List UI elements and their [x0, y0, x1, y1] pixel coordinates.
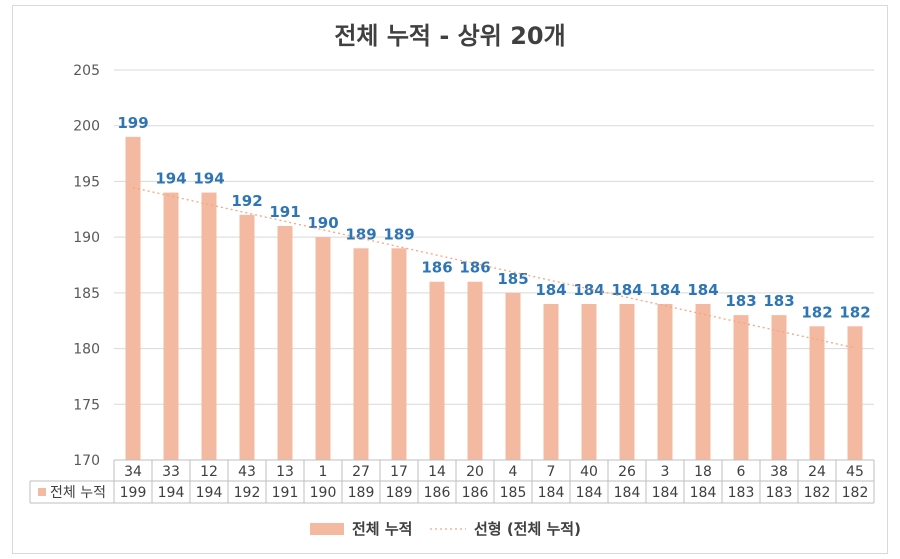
bar — [771, 315, 787, 460]
bar — [391, 248, 407, 460]
chart-frame — [12, 5, 888, 554]
category-label: 43 — [238, 464, 256, 480]
data-label: 182 — [801, 303, 832, 321]
data-label: 194 — [155, 170, 186, 188]
table-value: 194 — [196, 485, 223, 501]
data-label: 184 — [649, 281, 680, 299]
bar — [277, 226, 293, 460]
category-label: 34 — [124, 464, 142, 480]
table-value: 183 — [728, 485, 755, 501]
table-legend-key — [38, 488, 46, 496]
bar — [239, 214, 255, 460]
data-label: 192 — [231, 192, 262, 210]
bar — [163, 192, 179, 461]
table-value: 184 — [652, 485, 679, 501]
table-value: 184 — [690, 485, 717, 501]
table-value: 190 — [310, 485, 337, 501]
category-label: 4 — [509, 464, 518, 480]
data-label: 184 — [687, 281, 718, 299]
data-label: 190 — [307, 214, 338, 232]
category-label: 1 — [319, 464, 328, 480]
category-label: 33 — [162, 464, 180, 480]
category-label: 14 — [428, 464, 446, 480]
y-tick-label: 195 — [73, 174, 100, 190]
table-value: 185 — [500, 485, 527, 501]
y-tick-label: 175 — [73, 397, 100, 413]
y-tick-label: 205 — [73, 63, 100, 79]
data-label: 184 — [611, 281, 642, 299]
table-value: 191 — [272, 485, 299, 501]
y-tick-label: 170 — [73, 453, 100, 469]
data-label: 183 — [725, 292, 756, 310]
legend-swatch — [310, 523, 344, 535]
bar — [201, 192, 217, 461]
y-tick-label: 200 — [73, 119, 100, 135]
bar — [353, 248, 369, 460]
table-series-label: 전체 누적 — [50, 485, 106, 501]
bar — [429, 281, 445, 460]
bar — [467, 281, 483, 460]
y-tick-label: 180 — [73, 342, 100, 358]
data-label: 186 — [459, 259, 490, 277]
data-label: 186 — [421, 259, 452, 277]
trendline — [132, 187, 856, 349]
bar — [581, 304, 597, 460]
bar — [657, 304, 673, 460]
category-label: 6 — [737, 464, 746, 480]
category-label: 13 — [276, 464, 294, 480]
category-label: 3 — [661, 464, 670, 480]
bar — [315, 237, 331, 460]
table-value: 184 — [614, 485, 641, 501]
chart-title: 전체 누적 - 상위 20개 — [334, 22, 566, 50]
bar — [505, 292, 521, 460]
category-label: 38 — [770, 464, 788, 480]
legend-series-label: 전체 누적 — [352, 520, 412, 538]
table-value: 199 — [120, 485, 147, 501]
data-label: 182 — [839, 303, 870, 321]
bar — [125, 136, 141, 460]
bar — [733, 315, 749, 460]
category-label: 20 — [466, 464, 484, 480]
category-label: 12 — [200, 464, 218, 480]
table-value: 189 — [386, 485, 413, 501]
legend-trendline-label: 선형 (전체 누적) — [474, 520, 581, 538]
bar — [847, 326, 863, 460]
table-value: 184 — [576, 485, 603, 501]
category-label: 24 — [808, 464, 826, 480]
category-label: 7 — [547, 464, 556, 480]
data-label: 194 — [193, 170, 224, 188]
table-value: 186 — [462, 485, 489, 501]
data-label: 199 — [117, 114, 148, 132]
category-label: 27 — [352, 464, 370, 480]
table-value: 194 — [158, 485, 185, 501]
table-value: 186 — [424, 485, 451, 501]
category-label: 45 — [846, 464, 864, 480]
data-label: 189 — [383, 225, 414, 243]
data-label: 183 — [763, 292, 794, 310]
category-label: 18 — [694, 464, 712, 480]
table-value: 189 — [348, 485, 375, 501]
bar — [619, 304, 635, 460]
data-label: 189 — [345, 225, 376, 243]
y-tick-label: 190 — [73, 230, 100, 246]
bar — [543, 304, 559, 460]
category-label: 26 — [618, 464, 636, 480]
category-label: 17 — [390, 464, 408, 480]
data-label: 191 — [269, 203, 300, 221]
table-value: 192 — [234, 485, 261, 501]
bar — [695, 304, 711, 460]
category-label: 40 — [580, 464, 598, 480]
table-value: 183 — [766, 485, 793, 501]
data-label: 184 — [573, 281, 604, 299]
data-label: 185 — [497, 270, 528, 288]
bar — [809, 326, 825, 460]
y-tick-label: 185 — [73, 286, 100, 302]
table-value: 182 — [842, 485, 869, 501]
table-value: 182 — [804, 485, 831, 501]
data-label: 184 — [535, 281, 566, 299]
table-value: 184 — [538, 485, 565, 501]
